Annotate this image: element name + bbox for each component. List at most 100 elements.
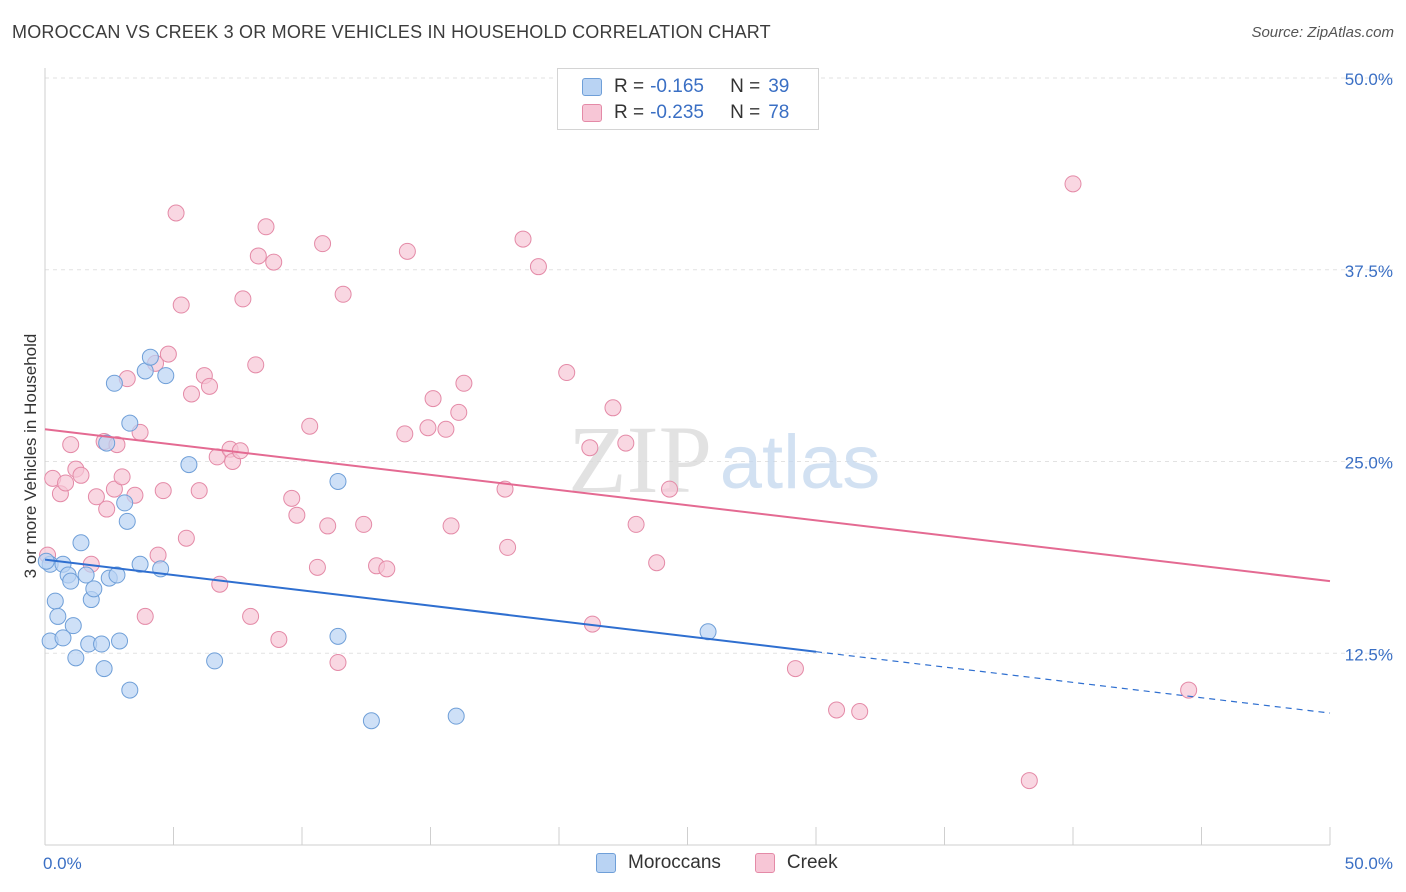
- creek-point: [308, 558, 326, 576]
- moroccan-point: [85, 580, 103, 598]
- moroccan-point: [121, 681, 139, 699]
- moroccan-point: [141, 348, 159, 366]
- creek-point: [1064, 175, 1082, 193]
- creek-point: [87, 488, 105, 506]
- legend-n-label: N =: [730, 102, 761, 123]
- creek-point: [62, 436, 80, 454]
- moroccan-point: [93, 635, 111, 653]
- moroccan-point: [108, 566, 126, 584]
- creek-point: [105, 480, 123, 498]
- trend-layer: [44, 428, 1331, 714]
- creek-point: [828, 701, 846, 719]
- series-legend-moroccans[interactable]: Moroccans: [596, 852, 721, 874]
- x-tick-label: 0.0%: [43, 854, 82, 873]
- creek-point: [424, 390, 442, 408]
- creek-point: [851, 703, 869, 721]
- moroccan-point: [72, 534, 90, 552]
- creek-point: [247, 356, 265, 374]
- moroccan-point: [95, 660, 113, 678]
- moroccan-point: [105, 374, 123, 392]
- creek-point: [329, 653, 347, 671]
- moroccan-point: [180, 456, 198, 474]
- legend-n-label: N =: [730, 76, 761, 97]
- creek-point: [57, 474, 75, 492]
- y-tick-label: 50.0%: [1345, 70, 1393, 89]
- moroccan-point: [206, 652, 224, 670]
- legend-n-value: 78: [768, 102, 790, 123]
- series-label-creek: Creek: [786, 852, 838, 873]
- creek-point: [265, 253, 283, 271]
- creek-point: [419, 419, 437, 437]
- x-tick-label: 50.0%: [1345, 854, 1393, 873]
- creek-point: [154, 482, 172, 500]
- series-legend-creek[interactable]: Creek: [754, 852, 838, 874]
- watermark-atlas: atlas: [720, 420, 881, 505]
- legend-r-label: R =: [614, 102, 645, 123]
- moroccan-point: [362, 712, 380, 730]
- creek-point: [242, 607, 260, 625]
- y-tick-label: 37.5%: [1345, 262, 1393, 281]
- series-swatch-moroccans: [596, 853, 616, 873]
- creek-point: [398, 242, 416, 260]
- creek-point: [136, 607, 154, 625]
- moroccan-point: [121, 414, 139, 432]
- moroccan-point: [98, 434, 116, 452]
- creek-point: [98, 500, 116, 518]
- creek-point: [334, 285, 352, 303]
- chart-title: MOROCCAN VS CREEK 3 OR MORE VEHICLES IN …: [12, 22, 771, 42]
- creek-point: [190, 482, 208, 500]
- moroccan-trend-line: [44, 558, 817, 653]
- legend-row-creek: R = -0.235 N = 78: [582, 102, 789, 124]
- legend-r-label: R =: [614, 76, 645, 97]
- creek-point: [581, 439, 599, 457]
- legend-n-value: 39: [768, 76, 790, 97]
- tick-labels: 12.5% 25.0% 37.5% 50.0% 0.0% 50.0%: [43, 70, 1393, 873]
- creek-point: [314, 235, 332, 253]
- moroccan-point: [157, 367, 175, 385]
- legend-swatch-creek: [582, 104, 602, 122]
- moroccan-point: [329, 627, 347, 645]
- creek-point: [396, 425, 414, 443]
- creek-point: [529, 258, 547, 276]
- creek-point: [442, 517, 460, 535]
- creek-point: [455, 374, 473, 392]
- creek-point: [514, 230, 532, 248]
- creek-trend-line: [44, 428, 1331, 583]
- moroccan-point: [49, 607, 67, 625]
- creek-point: [1020, 772, 1038, 790]
- moroccan-point: [118, 512, 136, 530]
- creek-point: [627, 515, 645, 533]
- watermark: ZIP atlas: [568, 406, 880, 513]
- moroccan-point: [111, 632, 129, 650]
- creek-point: [182, 385, 200, 403]
- legend-row-moroccans: R = -0.165 N = 39: [582, 76, 789, 98]
- moroccan-point: [131, 555, 149, 573]
- moroccan-point: [77, 566, 95, 584]
- creek-point: [283, 489, 301, 507]
- points-layer: [37, 175, 1198, 790]
- moroccan-trend-extension: [815, 651, 1331, 714]
- moroccan-point: [46, 592, 64, 610]
- creek-point: [558, 364, 576, 382]
- creek-point: [499, 538, 517, 556]
- creek-point: [113, 468, 131, 486]
- series-legend: Moroccans Creek: [596, 852, 872, 874]
- creek-point: [437, 420, 455, 438]
- creek-point: [604, 399, 622, 417]
- moroccan-point: [64, 617, 82, 635]
- y-axis-label: 3 or more Vehicles in Household: [21, 334, 40, 579]
- creek-point: [234, 290, 252, 308]
- y-tick-label: 25.0%: [1345, 454, 1393, 473]
- moroccan-point: [67, 649, 85, 667]
- creek-point: [211, 575, 229, 593]
- creek-point: [249, 247, 267, 265]
- moroccan-point: [62, 572, 80, 590]
- creek-point: [270, 630, 288, 648]
- axis-layer: [44, 68, 1331, 846]
- creek-point: [661, 480, 679, 498]
- moroccan-point: [116, 494, 134, 512]
- creek-point: [648, 554, 666, 572]
- source-label: Source: ZipAtlas.com: [1251, 24, 1394, 41]
- correlation-legend: R = -0.165 N = 39 R = -0.235 N = 78: [557, 68, 819, 130]
